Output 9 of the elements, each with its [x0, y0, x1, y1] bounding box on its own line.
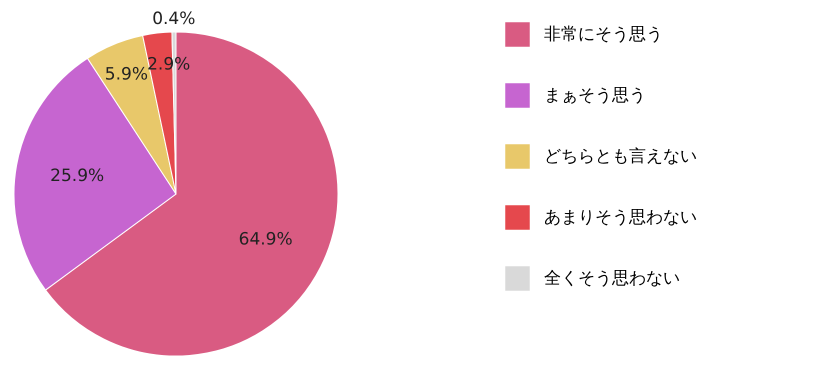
legend-label: 非常にそう思う — [544, 24, 663, 44]
data-label: 25.9% — [50, 166, 104, 186]
legend-label: どちらとも言えない — [544, 146, 697, 166]
data-label: 5.9% — [104, 64, 148, 84]
legend-label: 全くそう思わない — [544, 268, 680, 288]
legend-label: まぁそう思う — [544, 86, 646, 106]
data-label: 64.9% — [238, 229, 293, 250]
legend-label: あまりそう思わない — [544, 208, 697, 228]
data-label: 0.4% — [152, 9, 196, 30]
